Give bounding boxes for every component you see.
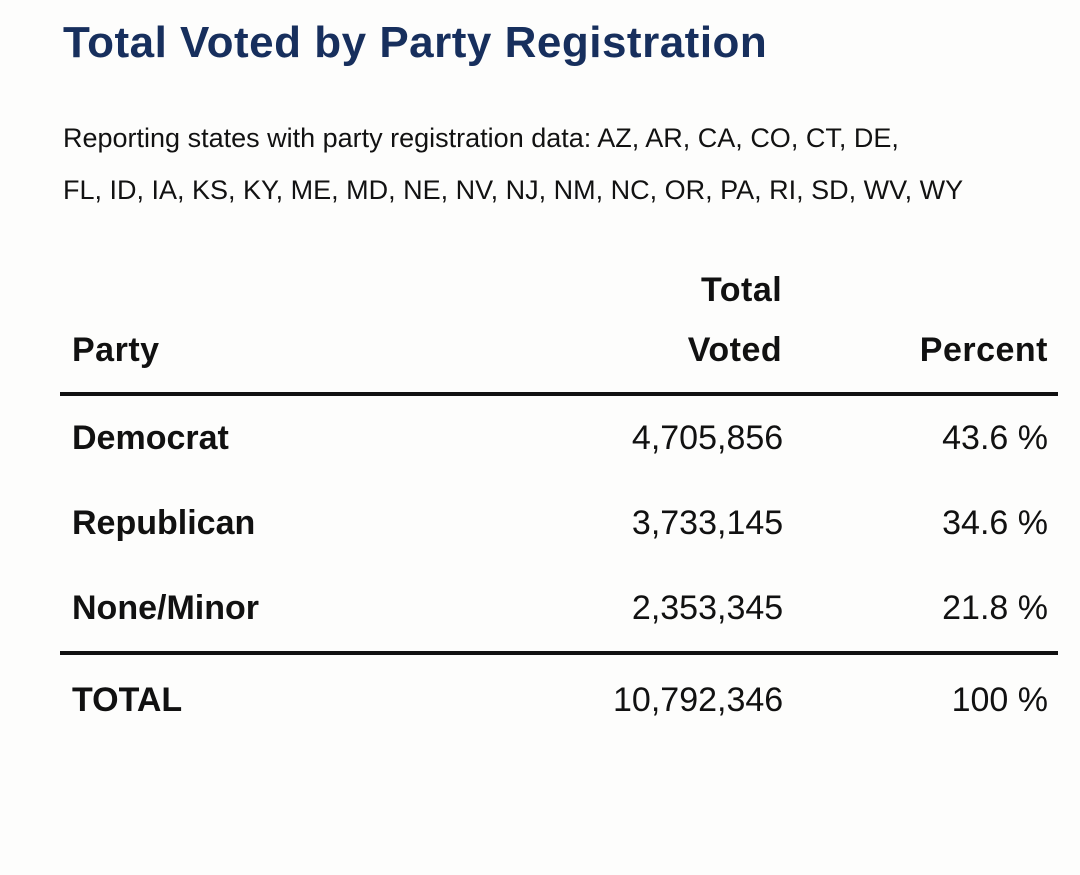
percent-sum: 100 % (783, 651, 1058, 737)
table-footer: TOTAL 10,792,346 100 % (60, 651, 1058, 737)
table-header: Party Total Voted Percent (60, 260, 1058, 396)
table-row-total: TOTAL 10,792,346 100 % (60, 651, 1058, 737)
table-body: Democrat 4,705,856 43.6 % Republican 3,7… (60, 394, 1058, 653)
total-voted-value: 3,733,145 (631, 504, 784, 542)
reporting-states-line-2: FL, ID, IA, KS, KY, ME, MD, NE, NV, NJ, … (63, 175, 964, 205)
page-title: Total Voted by Party Registration (63, 18, 768, 67)
reporting-states-line-1: Reporting states with party registration… (63, 123, 899, 153)
total-voted-value: 4,705,856 (631, 419, 784, 457)
percent-value: 21.8 % (942, 589, 1048, 627)
party-vote-table: Party Total Voted Percent Democrat 4,705… (60, 260, 1058, 737)
table-header-row: Party Total Voted Percent (60, 260, 1058, 396)
table-row-none-minor: None/Minor 2,353,345 21.8 % (60, 566, 1058, 653)
column-header-party: Party (60, 260, 368, 396)
total-voted-value: 2,353,345 (631, 589, 784, 627)
column-header-total-voted: Total Voted (367, 260, 784, 396)
total-voted-sum: 10,792,346 (367, 651, 784, 737)
party-label: Republican (72, 504, 256, 542)
percent-value: 34.6 % (942, 504, 1048, 542)
party-label: None/Minor (72, 589, 259, 627)
column-header-total-voted-line2: Voted (687, 330, 783, 369)
percent-value: 43.6 % (942, 419, 1048, 457)
column-header-percent: Percent (783, 260, 1058, 396)
party-label: Democrat (72, 419, 229, 457)
total-label: TOTAL (60, 651, 368, 737)
column-header-total-voted-line1: Total (700, 271, 783, 309)
reporting-states-note: Reporting states with party registration… (63, 112, 1080, 216)
table-row-democrat: Democrat 4,705,856 43.6 % (60, 394, 1058, 481)
table-row-republican: Republican 3,733,145 34.6 % (60, 481, 1058, 566)
